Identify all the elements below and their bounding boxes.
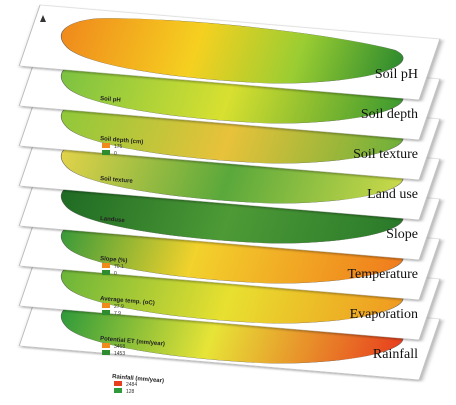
- legend-value: 27.9: [114, 304, 124, 310]
- north-arrow: [40, 15, 46, 22]
- map-layer: Soil pH: [18, 4, 441, 101]
- layer-label: Land use: [367, 187, 418, 202]
- legend-value: 0: [114, 271, 117, 277]
- legend-swatch: [102, 350, 110, 355]
- layer-label: Soil pH: [375, 67, 418, 82]
- layer-label: Slope: [386, 227, 418, 242]
- legend-value: 7.9: [114, 311, 121, 317]
- legend-swatch: [102, 150, 110, 155]
- legend-title: Soil pH: [100, 96, 121, 104]
- legend-title: Landuse: [100, 216, 126, 224]
- legend-swatch: [114, 388, 122, 393]
- legend-value: 0: [114, 151, 117, 157]
- legend-swatch: [102, 143, 110, 148]
- layer-label: Soil depth: [361, 107, 418, 122]
- layer-label: Evaporation: [350, 307, 418, 322]
- legend-title: Slope (%): [100, 256, 128, 264]
- legend-value: 1453: [114, 351, 125, 357]
- legend-swatch: [102, 263, 110, 268]
- layer-label: Temperature: [347, 267, 418, 282]
- legend-value: 3468: [114, 344, 125, 350]
- layer-sheet: [18, 4, 441, 101]
- layer-label: Rainfall: [373, 347, 418, 362]
- layer-label: Soil texture: [353, 147, 418, 162]
- legend-value: 70.1: [114, 264, 124, 270]
- legend-swatch: [102, 310, 110, 315]
- legend-title: Soil depth (cm): [100, 136, 144, 146]
- legend-title: Rainfall (mm/year): [112, 374, 164, 385]
- legend-value: 175: [114, 144, 123, 150]
- legend-swatch: [102, 303, 110, 308]
- legend-title: Soil texture: [100, 176, 134, 185]
- legend-value: 128: [126, 389, 135, 395]
- legend-title: Average temp. (oC): [100, 296, 155, 307]
- legend-value: 2484: [126, 382, 137, 388]
- legend-swatch: [102, 343, 110, 348]
- legend-title: Potential ET (mm/year): [100, 336, 165, 348]
- map-area: [61, 18, 404, 84]
- legend-swatch: [102, 270, 110, 275]
- legend-swatch: [114, 381, 122, 386]
